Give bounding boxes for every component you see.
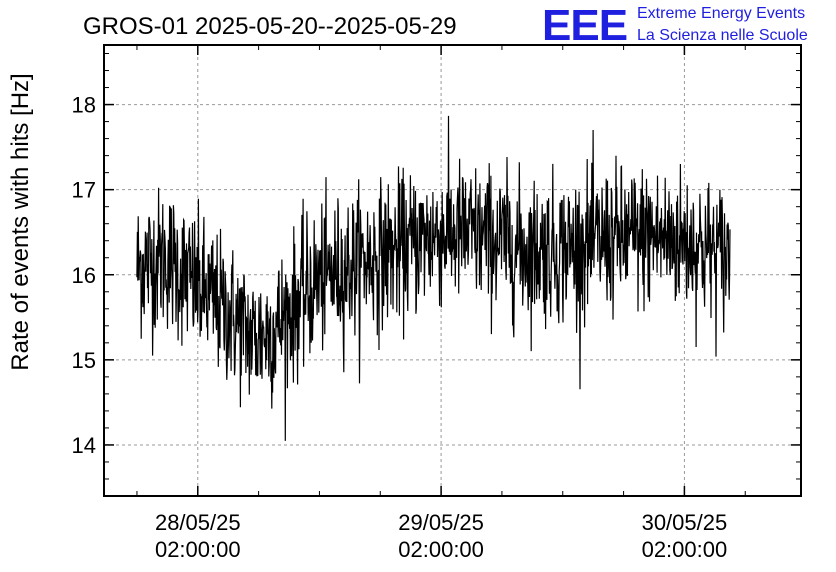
x-tick-labels: 28/05/2502:00:0029/05/2502:00:0030/05/25…	[155, 510, 727, 562]
eee-logo-mark: EEE	[542, 1, 627, 50]
plot-frame	[103, 44, 802, 497]
y-tick-label: 17	[72, 178, 96, 203]
y-tick-labels: 14 15 16 17 18	[72, 93, 96, 458]
x-tick-label-date: 28/05/25	[155, 510, 241, 535]
eee-logo: EEE Extreme Energy Events La Scienza nel…	[542, 1, 808, 50]
x-tick-label-time: 02:00:00	[642, 537, 728, 562]
series-rate	[136, 115, 731, 441]
y-axis-label: Rate of events with hits [Hz]	[7, 73, 34, 370]
eee-logo-line2: La Scienza nelle Scuole	[637, 27, 808, 44]
x-tick-label-time: 02:00:00	[155, 537, 241, 562]
y-tick-label: 16	[72, 263, 96, 288]
chart-title: GROS-01 2025-05-20--2025-05-29	[83, 13, 457, 40]
x-tick-label-time: 02:00:00	[398, 537, 484, 562]
axis-ticks	[104, 45, 801, 497]
x-tick-label-date: 29/05/25	[398, 510, 484, 535]
y-tick-label: 14	[72, 433, 96, 458]
y-tick-label: 15	[72, 348, 96, 373]
eee-logo-line1: Extreme Energy Events	[637, 5, 805, 22]
x-tick-label-date: 30/05/25	[642, 510, 728, 535]
y-tick-label: 18	[72, 93, 96, 118]
series-line	[136, 115, 731, 441]
